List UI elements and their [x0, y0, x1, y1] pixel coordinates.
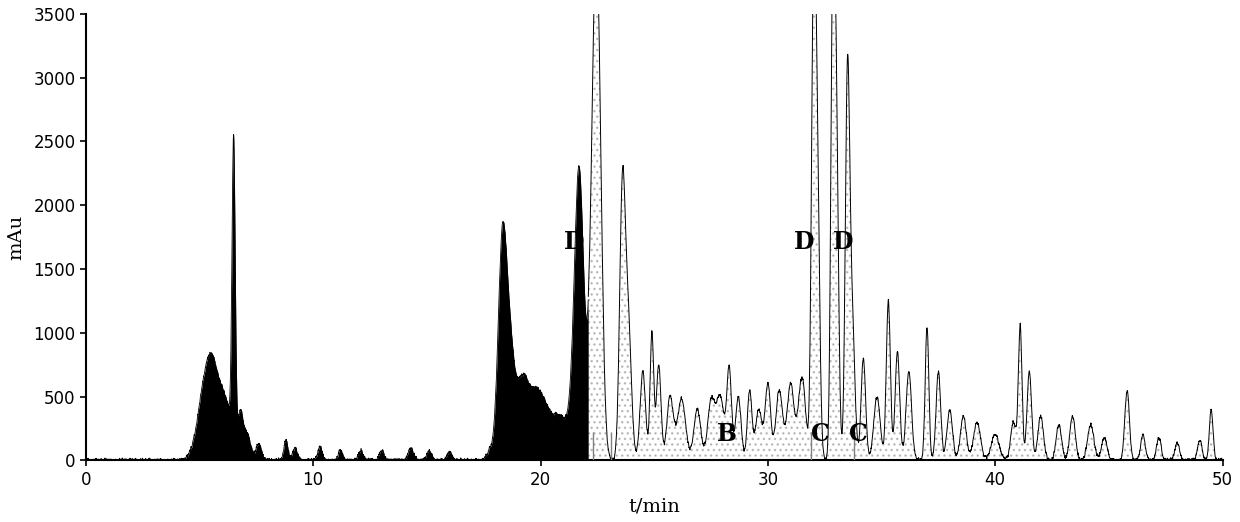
Y-axis label: mAu: mAu [7, 215, 25, 260]
Text: D: D [832, 230, 853, 254]
Text: C: C [811, 422, 830, 446]
Text: B: B [717, 422, 737, 446]
Text: C: C [849, 422, 868, 446]
X-axis label: t/min: t/min [629, 497, 680, 515]
Text: D: D [564, 230, 585, 254]
Text: D: D [794, 230, 815, 254]
